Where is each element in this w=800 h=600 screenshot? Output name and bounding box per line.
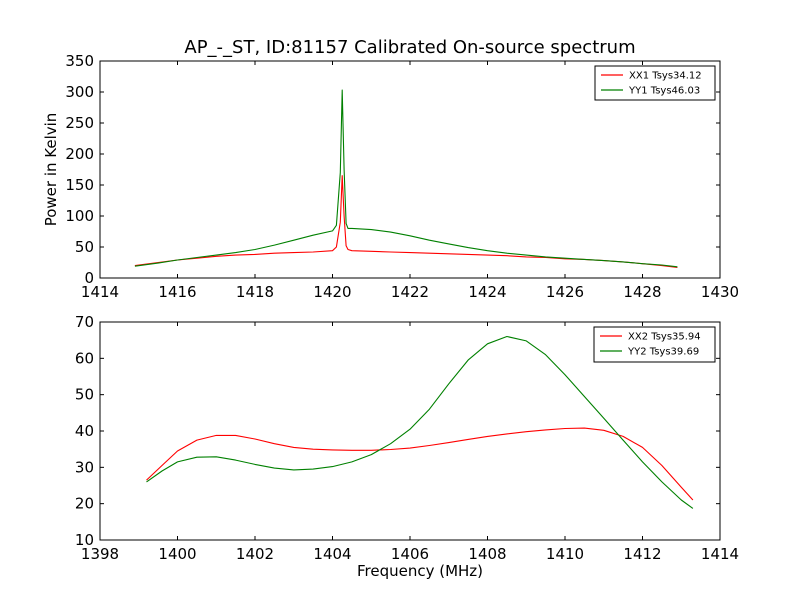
series-line-yy2 xyxy=(146,335,694,509)
chart-title: AP_-_ST, ID:81157 Calibrated On-source s… xyxy=(184,37,635,58)
x-axis-label: Frequency (MHz) xyxy=(357,562,483,580)
y-tick-label: 150 xyxy=(65,176,94,194)
series-line-yy1 xyxy=(134,89,678,268)
x-tick-label: 1430 xyxy=(701,283,739,301)
series-line-xx1 xyxy=(134,175,678,269)
y-tick-label: 200 xyxy=(65,145,94,163)
y-tick-label: 250 xyxy=(65,114,94,132)
legend-box xyxy=(593,326,716,363)
x-tick-label: 1414 xyxy=(81,283,119,301)
x-tick-label: 1414 xyxy=(701,545,739,563)
x-tick-label: 1412 xyxy=(623,545,661,563)
y-tick-label: 70 xyxy=(75,313,94,331)
y-tick-label: 60 xyxy=(75,349,94,367)
x-tick-label: 1424 xyxy=(468,283,506,301)
x-tick-label: 1422 xyxy=(391,283,429,301)
x-tick-label: 1428 xyxy=(623,283,661,301)
y-tick-label: 10 xyxy=(75,531,94,549)
y-tick-label: 50 xyxy=(75,238,94,256)
x-tick-label: 1398 xyxy=(81,545,119,563)
y-axis-label: Power in Kelvin xyxy=(42,113,60,227)
x-tick-label: 1418 xyxy=(236,283,274,301)
x-tick-label: 1416 xyxy=(158,283,196,301)
y-tick-label: 40 xyxy=(75,422,94,440)
x-tick-label: 1404 xyxy=(313,545,351,563)
y-tick-label: 100 xyxy=(65,207,94,225)
legend-label: YY1 Tsys46.03 xyxy=(628,86,700,97)
legend-label: XX1 Tsys34.12 xyxy=(629,71,702,82)
x-tick-label: 1420 xyxy=(313,283,351,301)
y-tick-label: 50 xyxy=(75,386,94,404)
y-tick-label: 350 xyxy=(65,52,94,70)
x-tick-label: 1410 xyxy=(546,545,584,563)
y-tick-label: 0 xyxy=(84,269,94,287)
legend-box xyxy=(594,65,716,101)
bottom-panel: 1398 1400 1402 1404 1406 1408 1410 1412 1414 10 20… xyxy=(75,313,739,580)
legend-label: XX2 Tsys35.94 xyxy=(628,332,701,343)
legend-label: YY2 Tsys39.69 xyxy=(627,347,699,358)
y-tick-label: 20 xyxy=(75,495,94,513)
x-tick-label: 1408 xyxy=(468,545,506,563)
y-tick-label: 30 xyxy=(75,458,94,476)
y-tick-label: 300 xyxy=(65,83,94,101)
x-tick-label: 1402 xyxy=(236,545,274,563)
series-line-xx2 xyxy=(146,427,694,501)
x-tick-label: 1406 xyxy=(391,545,429,563)
x-tick-label: 1400 xyxy=(158,545,196,563)
top-panel: 1414 1416 1418 1420 1422 1424 1426 1428 1430 0 50 1… xyxy=(42,52,739,301)
x-tick-label: 1426 xyxy=(546,283,584,301)
